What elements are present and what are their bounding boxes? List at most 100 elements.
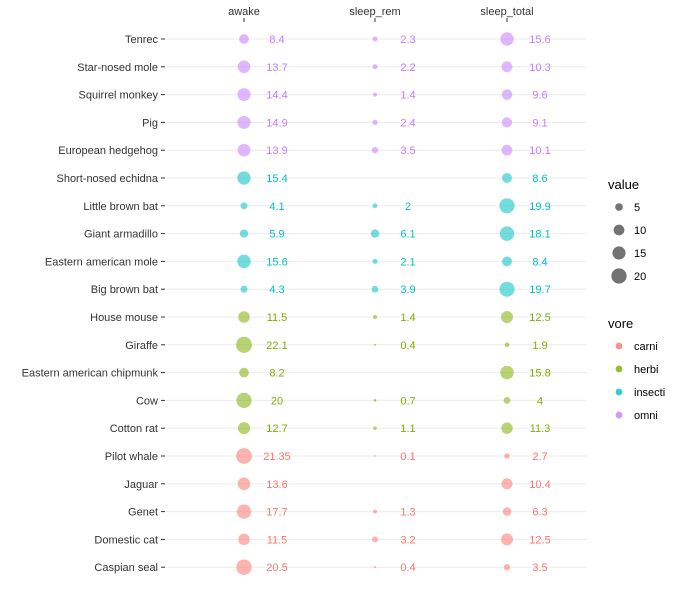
value-label-european-hedgehog-sleep-rem: 3.5 (400, 145, 415, 157)
value-label-tenrec-awake: 8.4 (269, 34, 284, 46)
row-label-pilot-whale: Pilot whale (105, 451, 158, 463)
point-star-nosed-mole-awake (237, 60, 251, 74)
point-eastern-american-chipmunk-awake (239, 367, 249, 378)
value-label-cotton-rat-sleep-rem: 1.1 (400, 423, 415, 435)
point-eastern-american-mole-awake (237, 254, 251, 269)
value-label-european-hedgehog-awake: 13.9 (266, 145, 287, 157)
point-cow-awake (236, 392, 252, 409)
value-label-eastern-american-mole-sleep-rem: 2.1 (400, 256, 415, 268)
point-giraffe-sleep-total (504, 342, 510, 348)
value-label-caspian-seal-sleep-rem: 0.4 (400, 562, 415, 574)
point-cow-sleep-total (503, 397, 511, 404)
row-label-big-brown-bat: Big brown bat (91, 284, 158, 296)
point-star-nosed-mole-sleep-total (501, 61, 513, 73)
value-label-domestic-cat-sleep-rem: 3.2 (400, 534, 415, 546)
point-european-hedgehog-sleep-rem (371, 147, 379, 154)
value-label-tenrec-sleep-rem: 2.3 (400, 34, 415, 46)
point-european-hedgehog-sleep-total (501, 144, 513, 156)
value-label-squirrel-monkey-sleep-total: 9.6 (532, 90, 547, 102)
value-label-jaguar-sleep-total: 10.4 (529, 479, 550, 491)
point-giraffe-sleep-rem (373, 343, 377, 346)
size-legend-label-15: 15 (634, 248, 646, 260)
size-legend-key-10 (613, 224, 625, 236)
point-caspian-seal-sleep-total (503, 564, 511, 571)
value-label-giant-armadillo-awake: 5.9 (269, 229, 284, 241)
value-label-pig-sleep-total: 9.1 (532, 117, 547, 129)
value-label-genet-sleep-total: 6.3 (532, 507, 547, 519)
value-label-star-nosed-mole-sleep-rem: 2.2 (400, 62, 415, 74)
value-label-domestic-cat-sleep-total: 12.5 (529, 534, 550, 546)
value-label-house-mouse-sleep-rem: 1.4 (400, 312, 415, 324)
value-label-squirrel-monkey-sleep-rem: 1.4 (400, 90, 415, 102)
size-legend-label-20: 20 (634, 271, 646, 283)
point-pilot-whale-sleep-total (504, 453, 510, 459)
value-label-pilot-whale-awake: 21.35 (263, 451, 291, 463)
point-little-brown-bat-sleep-total (499, 198, 515, 214)
point-genet-sleep-total (502, 507, 512, 516)
point-caspian-seal-sleep-rem (373, 566, 377, 569)
value-label-pig-sleep-rem: 2.4 (400, 117, 415, 129)
data-points (236, 32, 515, 575)
point-caspian-seal-awake (236, 559, 252, 575)
point-european-hedgehog-awake (237, 143, 251, 157)
color-legend-title: vore (608, 316, 633, 331)
data-labels: 8.4 2.3 15.6 13.7 2.2 10.3 14.4 1.4 9.6 14.9 2.4 9.… (263, 34, 550, 574)
value-label-genet-sleep-rem: 1.3 (400, 507, 415, 519)
point-cotton-rat-sleep-rem (373, 426, 377, 430)
color-legend-label-carni: carni (634, 341, 658, 353)
value-label-big-brown-bat-awake: 4.3 (269, 284, 284, 296)
value-label-caspian-seal-awake: 20.5 (266, 562, 287, 574)
value-label-short-nosed-echidna-awake: 15.4 (266, 173, 287, 185)
point-giraffe-awake (236, 336, 252, 353)
row-label-house-mouse: House mouse (90, 312, 158, 324)
point-cow-sleep-rem (373, 398, 377, 402)
grid-lines (166, 38, 586, 568)
value-label-house-mouse-awake: 11.5 (267, 312, 288, 324)
color-legend-key-herbi (615, 365, 623, 373)
value-label-short-nosed-echidna-sleep-total: 8.6 (532, 173, 547, 185)
value-label-eastern-american-chipmunk-sleep-total: 15.8 (529, 368, 550, 380)
value-label-pilot-whale-sleep-total: 2.7 (532, 451, 547, 463)
point-pilot-whale-awake (236, 448, 252, 464)
value-label-cow-awake: 20 (271, 395, 283, 407)
row-label-tenrec: Tenrec (125, 34, 159, 46)
point-domestic-cat-sleep-total (500, 533, 514, 546)
point-pilot-whale-sleep-rem (374, 455, 376, 457)
value-label-giraffe-sleep-rem: 0.4 (400, 340, 415, 352)
row-label-jaguar: Jaguar (124, 479, 158, 491)
point-house-mouse-sleep-rem (372, 314, 378, 320)
size-legend: value 5 10 15 20 (608, 177, 646, 284)
size-legend-key-5 (615, 203, 623, 211)
point-jaguar-awake (237, 477, 251, 491)
column-header-awake: awake (228, 6, 260, 18)
point-star-nosed-mole-sleep-rem (372, 64, 378, 70)
row-label-giant-armadillo: Giant armadillo (84, 229, 158, 241)
point-big-brown-bat-sleep-total (499, 281, 515, 297)
size-legend-label-10: 10 (634, 225, 646, 237)
value-label-genet-awake: 17.7 (266, 507, 287, 519)
point-eastern-american-mole-sleep-total (502, 256, 512, 267)
value-label-little-brown-bat-sleep-rem: 2 (405, 201, 411, 213)
point-cotton-rat-sleep-total (501, 422, 513, 434)
value-label-little-brown-bat-sleep-total: 19.9 (529, 201, 550, 213)
color-legend-key-insecti (615, 388, 623, 396)
value-label-cotton-rat-awake: 12.7 (266, 423, 287, 435)
point-tenrec-sleep-total (500, 32, 514, 46)
row-label-european-hedgehog: European hedgehog (58, 145, 158, 157)
point-big-brown-bat-sleep-rem (371, 285, 379, 293)
size-legend-label-5: 5 (634, 202, 640, 214)
value-label-giant-armadillo-sleep-total: 18.1 (529, 229, 550, 241)
point-cotton-rat-awake (237, 422, 251, 435)
point-jaguar-sleep-total (501, 478, 513, 490)
size-legend-key-15 (612, 246, 626, 260)
point-pig-sleep-rem (372, 119, 378, 126)
row-label-squirrel-monkey: Squirrel monkey (79, 90, 159, 102)
value-label-jaguar-awake: 13.6 (266, 479, 287, 491)
value-label-domestic-cat-awake: 11.5 (267, 534, 288, 546)
value-label-pig-awake: 14.9 (266, 117, 287, 129)
row-label-eastern-american-mole: Eastern american mole (45, 256, 158, 268)
point-little-brown-bat-sleep-rem (372, 203, 378, 209)
color-legend-label-insecti: insecti (634, 387, 665, 399)
